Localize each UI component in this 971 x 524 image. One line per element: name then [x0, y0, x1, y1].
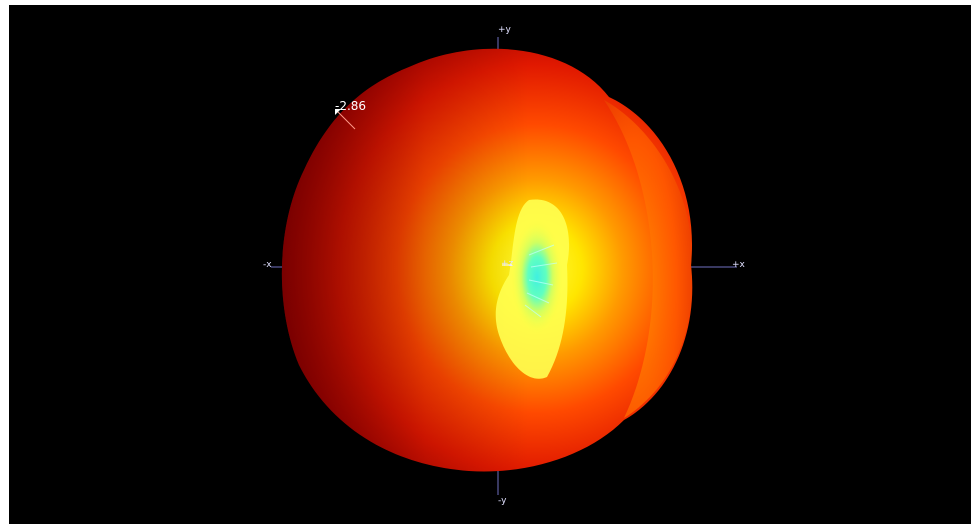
- axis-label-plus-y: +y: [498, 25, 511, 35]
- axis-label-plus-z: +z: [501, 259, 514, 269]
- axis-label-minus-x: -x: [263, 260, 272, 270]
- axis-label-minus-y: -y: [498, 496, 507, 506]
- probe-marker[interactable]: [335, 109, 356, 130]
- pattern-hotspot-core: [511, 219, 563, 335]
- probe-value-label: -2.86: [335, 99, 367, 113]
- axis-label-plus-x: +x: [732, 260, 745, 270]
- hotspot-streaks: [524, 244, 558, 318]
- 3d-viewport[interactable]: +y -y +x -x +z -2.86: [9, 5, 971, 524]
- radiation-pattern-plot[interactable]: [9, 5, 971, 524]
- pattern-shade: [281, 48, 693, 472]
